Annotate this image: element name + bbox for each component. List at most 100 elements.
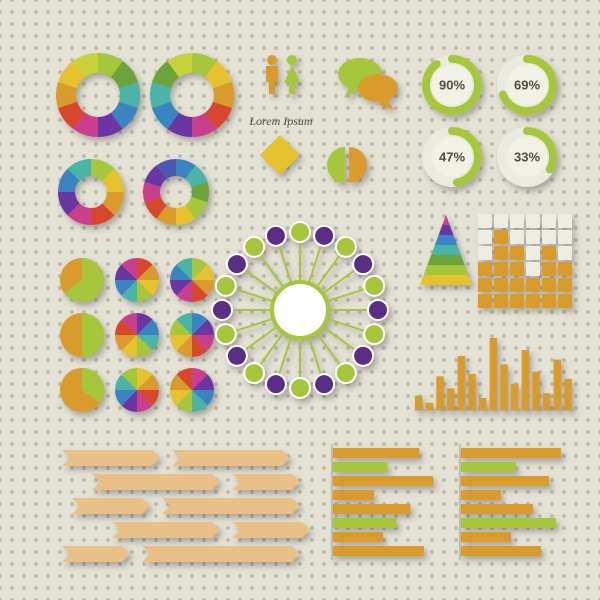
- pyramid-band: [439, 225, 454, 235]
- radial-node: [228, 347, 246, 365]
- waffle-cell: [542, 278, 556, 292]
- bar: [554, 360, 561, 410]
- donut-large-a: [56, 53, 140, 137]
- waffle-cell: [526, 214, 540, 228]
- waffle-cell: [478, 262, 492, 276]
- hbar: [333, 448, 419, 458]
- radial-node: [369, 301, 387, 319]
- ribbon-segment: [232, 522, 310, 538]
- people-icons: [266, 55, 300, 94]
- hbar: [333, 490, 374, 500]
- waffle-chart: [478, 214, 572, 308]
- waffle-cell: [494, 230, 508, 244]
- hbar: [461, 532, 511, 542]
- pie-2: [170, 258, 214, 302]
- waffle-cell: [478, 294, 492, 308]
- pyramid-band: [435, 235, 457, 245]
- pyramid-band: [431, 245, 461, 255]
- radial-node: [228, 255, 246, 273]
- donut-large-b: [150, 53, 234, 137]
- hbars-right: [460, 444, 561, 560]
- gauge-value: 47%: [439, 149, 465, 164]
- waffle-cell: [558, 278, 572, 292]
- pie-7: [115, 368, 159, 412]
- waffle-cell: [558, 230, 572, 244]
- man-icon: [267, 55, 277, 65]
- waffle-cell: [542, 230, 556, 244]
- waffle-cell: [510, 214, 524, 228]
- waffle-cell: [510, 262, 524, 276]
- waffle-cell: [558, 262, 572, 276]
- gauge-0: 90%: [422, 55, 482, 115]
- radial-node: [337, 238, 355, 256]
- diamond-icon: [260, 135, 300, 175]
- gauge-value: 90%: [439, 77, 465, 92]
- bar: [479, 398, 486, 410]
- bar: [490, 338, 497, 410]
- half-circle-right: [349, 147, 367, 183]
- radial-node: [315, 227, 333, 245]
- halfmoon-icon: [327, 147, 367, 183]
- hbar: [461, 448, 561, 458]
- bar: [426, 403, 433, 410]
- ribbon-bars: [62, 450, 310, 562]
- waffle-cell: [526, 262, 540, 276]
- waffle-cell: [494, 262, 508, 276]
- waffle-cell: [526, 278, 540, 292]
- hbar: [333, 518, 397, 528]
- waffle-cell: [542, 214, 556, 228]
- woman-icon: [287, 55, 297, 65]
- radial-node: [245, 238, 263, 256]
- bar: [543, 393, 550, 410]
- bar: [415, 396, 422, 410]
- hbar: [461, 476, 549, 486]
- hbar: [461, 462, 516, 472]
- hbar: [333, 546, 424, 556]
- pyramid-band: [427, 255, 464, 265]
- pie-1: [115, 258, 159, 302]
- ribbon-segment: [62, 546, 130, 562]
- waffle-cell: [510, 278, 524, 292]
- bar: [458, 356, 465, 410]
- gauge-value: 33%: [514, 149, 540, 164]
- radial-node: [354, 255, 372, 273]
- waffle-cell: [558, 294, 572, 308]
- waffle-cell: [510, 246, 524, 260]
- hbar: [333, 476, 433, 486]
- radial-node: [217, 325, 235, 343]
- bar: [522, 350, 529, 410]
- hbars-left: [332, 444, 433, 560]
- bar: [511, 384, 518, 410]
- gauge-value: 69%: [514, 77, 540, 92]
- waffle-cell: [494, 294, 508, 308]
- waffle-cell: [478, 246, 492, 260]
- radial-node: [315, 375, 333, 393]
- radial-node: [217, 277, 235, 295]
- waffle-cell: [494, 214, 508, 228]
- radial-node: [291, 379, 309, 397]
- ribbon-segment: [92, 474, 220, 490]
- pyramid-band: [420, 275, 472, 285]
- hbar: [333, 532, 383, 542]
- waffle-cell: [478, 230, 492, 244]
- pie-0: [60, 258, 104, 302]
- woman-icon: [284, 65, 300, 94]
- waffle-cell: [558, 214, 572, 228]
- gauge-3: 33%: [497, 127, 557, 187]
- waffle-cell: [558, 246, 572, 260]
- radial-diagram: [211, 221, 389, 399]
- gauge-2: 47%: [422, 127, 482, 187]
- speech-bubbles: [338, 58, 398, 110]
- pyramid-band: [442, 215, 449, 225]
- ribbon-segment: [162, 498, 300, 514]
- speech-bubble-icon: [358, 74, 398, 102]
- pie-8: [170, 368, 214, 412]
- waffle-cell: [478, 278, 492, 292]
- ribbon-segment: [72, 498, 150, 514]
- pie-5: [170, 313, 214, 357]
- bar: [500, 364, 507, 410]
- gauge-1: 69%: [497, 55, 557, 115]
- hbar: [461, 490, 501, 500]
- pyramid-band: [424, 265, 469, 275]
- hbar: [461, 546, 541, 556]
